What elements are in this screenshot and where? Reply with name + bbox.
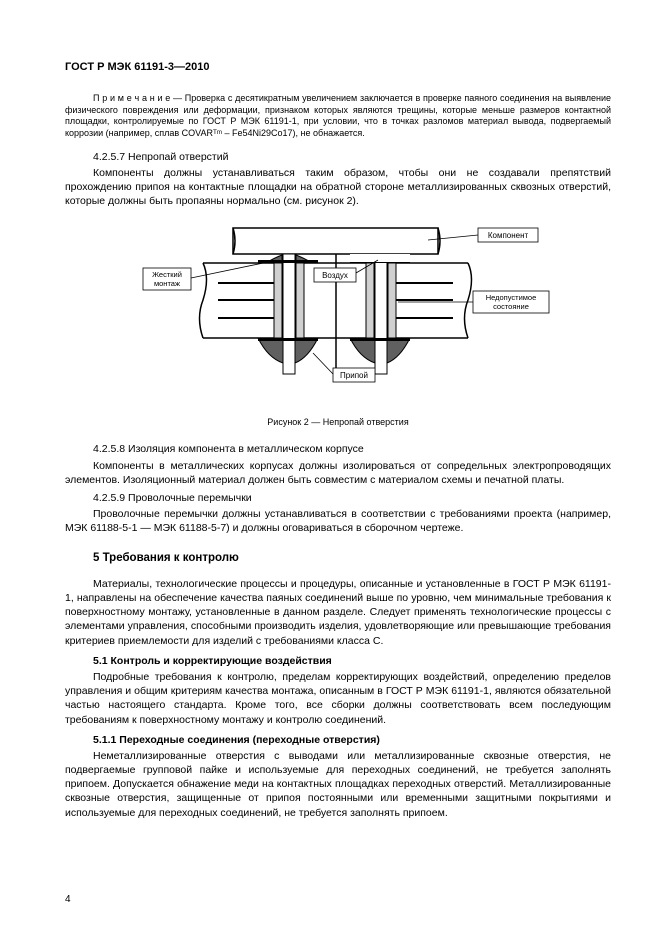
section-4258-text: Компоненты в металлических корпусах долж… bbox=[65, 459, 611, 487]
section-4259-title: 4.2.5.9 Проволочные перемычки bbox=[93, 491, 611, 505]
section-4258-title: 4.2.5.8 Изоляция компонента в металличес… bbox=[93, 442, 611, 456]
page-number: 4 bbox=[65, 893, 71, 907]
svg-text:Припой: Припой bbox=[340, 371, 368, 380]
section-51-title: 5.1 Контроль и корректирующие воздействи… bbox=[93, 654, 611, 668]
section-511-title: 5.1.1 Переходные соединения (переходные … bbox=[93, 733, 611, 747]
doc-header: ГОСТ Р МЭК 61191-3—2010 bbox=[65, 60, 611, 75]
svg-text:монтаж: монтаж bbox=[154, 279, 180, 288]
section-51-text: Подробные требования к контролю, предела… bbox=[65, 670, 611, 727]
section-511-text: Неметаллизированные отверстия с выводами… bbox=[65, 749, 611, 820]
svg-text:Недопустимое: Недопустимое bbox=[486, 293, 537, 302]
section-5-text: Материалы, технологические процессы и пр… bbox=[65, 577, 611, 648]
label-component: Компонент bbox=[488, 231, 529, 240]
section-5-title: 5 Требования к контролю bbox=[93, 551, 611, 567]
section-4259-text: Проволочные перемычки должны устанавлива… bbox=[65, 507, 611, 535]
section-4257-title: 4.2.5.7 Непропай отверстий bbox=[93, 150, 611, 164]
figure-caption: Рисунок 2 — Непропай отверстия bbox=[65, 416, 611, 428]
section-4257-text: Компоненты должны устанавливаться таким … bbox=[65, 166, 611, 209]
svg-text:состояние: состояние bbox=[493, 302, 529, 311]
note-text: П р и м е ч а н и е — Проверка с десятик… bbox=[65, 93, 611, 140]
figure-2: Компонент Жесткий монтаж Воздух Недопуст… bbox=[65, 218, 611, 428]
svg-text:Воздух: Воздух bbox=[322, 271, 348, 280]
svg-text:Жесткий: Жесткий bbox=[152, 270, 182, 279]
